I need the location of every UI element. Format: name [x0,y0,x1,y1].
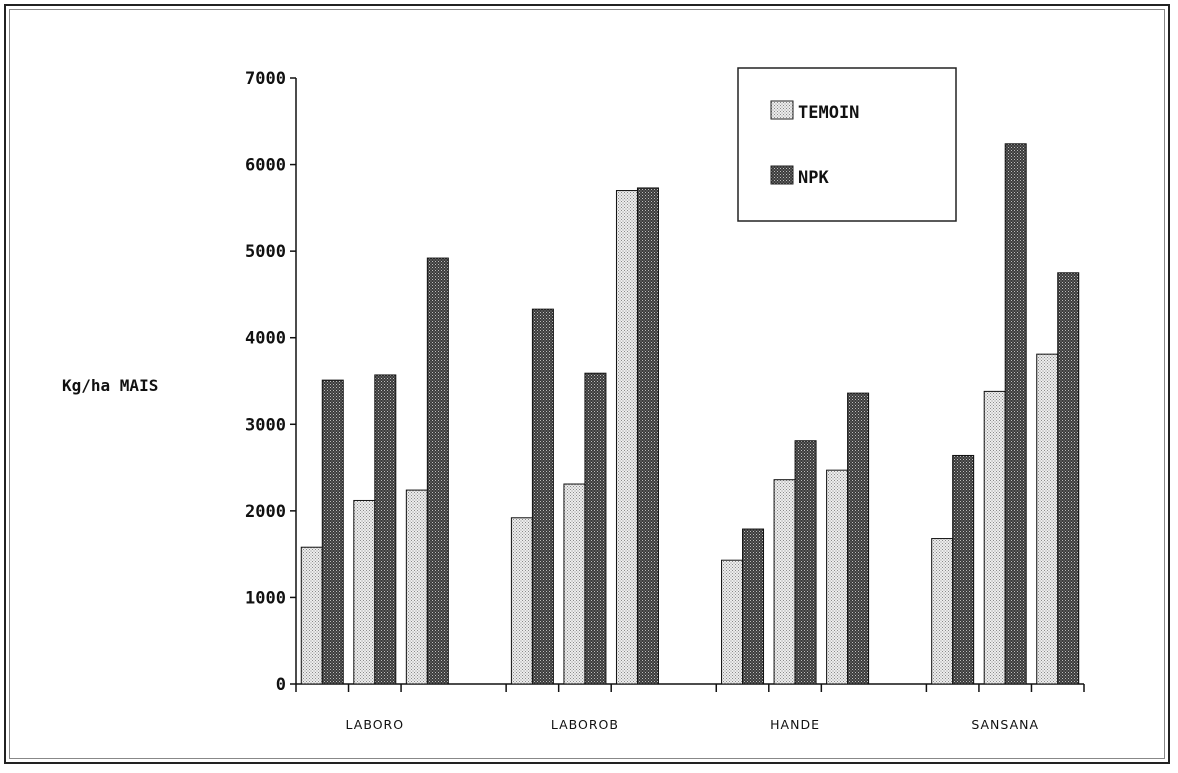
y-tick-label: 5000 [245,242,286,262]
bar-temoin [510,517,533,685]
legend-label-npk: NPK [798,168,829,188]
bar-npk [794,440,817,685]
x-category-label: LABORO [346,717,405,732]
chart-frame-inner [9,9,1165,759]
bar-npk [321,379,344,685]
bar-temoin [405,489,428,685]
x-category-label: HANDE [770,717,820,732]
legend-box [737,67,957,222]
bar-npk [636,187,659,685]
y-tick-label: 0 [276,675,286,695]
bar-npk [952,454,975,685]
bar-npk [1004,143,1027,685]
bar-npk [426,257,449,685]
x-category-label: SANSANA [971,717,1039,732]
y-tick-label: 7000 [245,69,286,89]
bar-npk [847,392,870,685]
bar-temoin [563,483,586,685]
bar-temoin [826,469,849,685]
bar-npk [374,374,397,685]
bars [300,143,1080,685]
bar-temoin [300,546,323,685]
y-axis-label: Kg/ha MAIS [62,376,158,395]
bar-npk [584,372,607,685]
y-tick-label: 3000 [245,415,286,435]
bar-temoin [353,499,376,685]
legend: TEMOIN NPK [737,67,957,222]
legend-swatch-temoin [770,100,794,120]
bar-temoin [1036,353,1059,685]
y-tick-label: 4000 [245,329,286,349]
bar-temoin [721,559,744,685]
x-category-label: LABOROB [551,717,619,732]
legend-swatch-npk [770,165,794,185]
y-tick-label: 6000 [245,156,286,176]
bar-npk [1057,272,1080,685]
legend-label-temoin: TEMOIN [798,103,859,123]
y-tick-label: 1000 [245,588,286,608]
bar-temoin [773,479,796,685]
y-tick-label: 2000 [245,502,286,522]
bar-temoin [615,190,638,685]
bar-npk [531,308,554,685]
bar-temoin [931,538,954,685]
bar-temoin [983,390,1006,685]
axis-labels: 0 1000 2000 3000 4000 5000 6000 7000 LABORO LABOR… [245,69,1039,732]
bar-npk [742,528,765,685]
